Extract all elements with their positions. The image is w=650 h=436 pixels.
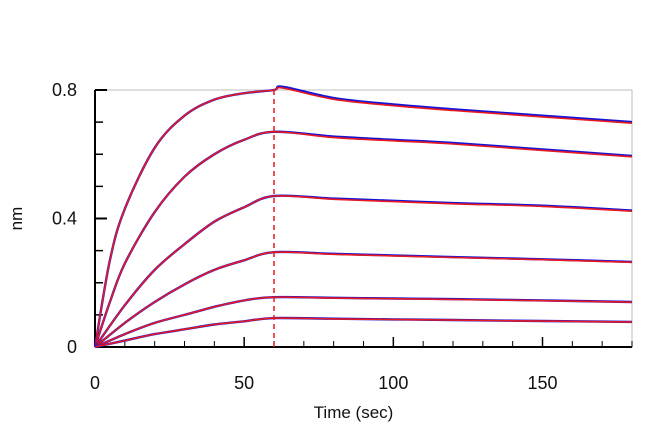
curves-layer: [93, 85, 633, 349]
fit-curve-1: [94, 86, 633, 348]
y-tick-label: 0: [67, 337, 77, 357]
x-tick-label: 0: [90, 373, 100, 393]
x-axis-title: Time (sec): [314, 403, 394, 422]
x-axis: 0 50 100 150: [90, 337, 633, 393]
y-tick-label: 0.4: [52, 209, 77, 229]
fit-curve-6: [94, 317, 633, 348]
plot-frame: [94, 89, 633, 348]
fit-curve-4: [94, 251, 633, 348]
x-tick-label: 150: [527, 373, 557, 393]
y-tick-label: 0.8: [52, 80, 77, 100]
observed-curve-2: [93, 130, 633, 348]
x-tick-label: 50: [234, 373, 254, 393]
fit-curve-5: [94, 296, 633, 348]
x-tick-label: 100: [378, 373, 408, 393]
y-axis-title: nm: [7, 207, 26, 231]
observed-curve-1: [93, 85, 633, 348]
fit-curve-3: [94, 194, 633, 348]
fit-curve-2: [94, 130, 633, 348]
y-axis: 0 0.4 0.8: [52, 80, 107, 357]
plot-border: [94, 89, 633, 348]
observed-curve-3: [94, 194, 633, 348]
